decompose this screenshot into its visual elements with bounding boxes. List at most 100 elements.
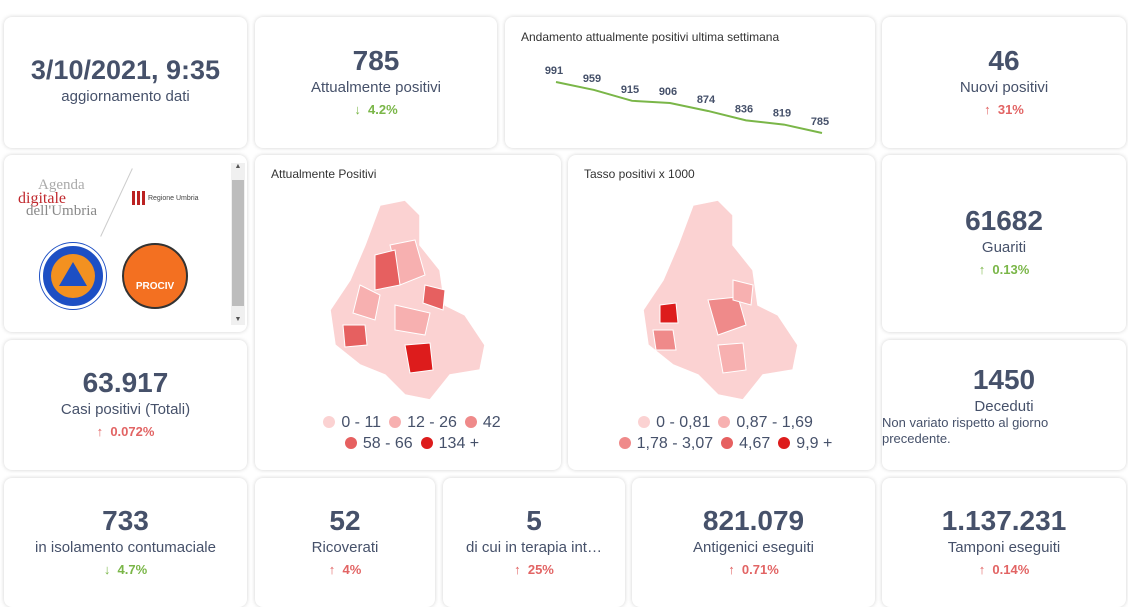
- delta-value: 0.13%: [992, 262, 1030, 277]
- legend-swatch: [389, 416, 402, 428]
- delta-value: 25%: [527, 562, 554, 577]
- trend-title: Andamento attualmente positivi ultima se…: [521, 30, 780, 44]
- delta-value: 4%: [342, 562, 362, 577]
- arrow-up-icon: ↑: [978, 262, 986, 277]
- map1-card: Attualmente Positivi 0 - 11 12 - 26 42 58 -…: [255, 155, 561, 470]
- trend-data-label: 785: [811, 116, 829, 128]
- guariti-label: Guariti: [981, 239, 1027, 256]
- trend-data-label: 819: [773, 108, 791, 120]
- delta-value: 4.7%: [117, 562, 148, 577]
- antigenici-value: 821.079: [702, 505, 805, 536]
- legend-swatch: [420, 437, 433, 449]
- ricoverati-delta: ↑ 4%: [255, 562, 435, 577]
- attualmente-label: Attualmente positivi: [310, 79, 442, 96]
- deceduti-value: 1450: [972, 364, 1036, 395]
- attualmente-card: 785 Attualmente positivi ↓ 4.2%: [255, 17, 497, 148]
- trend-data-label: 836: [735, 103, 753, 115]
- anci-prociv-logo: PROCIV: [122, 243, 188, 309]
- casi-label: Casi positivi (Totali): [60, 401, 191, 418]
- legend-swatch: [323, 416, 336, 428]
- update-label: aggiornamento dati: [61, 88, 190, 105]
- ricoverati-label: Ricoverati: [311, 539, 379, 556]
- map1-legend: 0 - 11 12 - 26 42 58 - 66 134 +: [255, 412, 561, 454]
- arrow-down-icon: ↓: [103, 562, 111, 577]
- arrow-up-icon: ↑: [96, 424, 104, 439]
- trend-data-label: 959: [583, 73, 601, 85]
- arrow-down-icon: ↓: [354, 102, 361, 117]
- deceduti-card: 1450 Deceduti Non variato rispetto al gi…: [882, 340, 1126, 470]
- isolamento-label: in isolamento contumaciale: [35, 539, 216, 556]
- protezione-civile-logo: [40, 243, 106, 309]
- terapia-value: 5: [526, 505, 542, 536]
- arrow-up-icon: ↑: [514, 562, 521, 577]
- delta-value: 0.71%: [741, 562, 779, 577]
- ricoverati-value: 52: [329, 505, 361, 536]
- antigenici-label: Antigenici eseguiti: [693, 539, 814, 556]
- terapia-card: 5 di cui in terapia int… ↑ 25%: [443, 478, 625, 607]
- nuovi-value: 46: [988, 45, 1020, 76]
- legend-label: 1,78 - 3,07: [636, 435, 714, 452]
- legend-swatch: [721, 437, 734, 449]
- delta-value: 0.072%: [110, 424, 155, 439]
- delta-value: 0.14%: [992, 562, 1030, 577]
- deceduti-note: Non variato rispetto al giorno precedent…: [882, 415, 1049, 446]
- isolamento-delta: ↓ 4.7%: [4, 562, 247, 577]
- map2-title: Tasso positivi x 1000: [584, 167, 695, 181]
- antigenici-card: 821.079 Antigenici eseguiti ↑ 0.71%: [632, 478, 875, 607]
- guariti-value: 61682: [965, 205, 1043, 236]
- delta-value: 31%: [997, 102, 1024, 117]
- legend-label: 0 - 0,81: [656, 414, 711, 431]
- legend-label: 12 - 26: [407, 414, 457, 431]
- guariti-delta: ↑ 0.13%: [882, 262, 1126, 277]
- scroll-up-icon[interactable]: ▲: [234, 163, 242, 170]
- update-card: 3/10/2021, 9:35 aggiornamento dati: [4, 17, 247, 148]
- logo-divider: [100, 168, 133, 237]
- casi-value: 63.917: [82, 367, 169, 398]
- attualmente-value: 785: [352, 45, 400, 76]
- legend-label: 4,67: [739, 435, 771, 452]
- legend-label: 0,87 - 1,69: [736, 414, 813, 431]
- legend-label: 0 - 11: [341, 414, 382, 431]
- legend-swatch: [778, 437, 791, 449]
- logos-card: Agenda digitale dell'Umbria Regione Umbr…: [4, 155, 247, 332]
- ricoverati-card: 52 Ricoverati ↑ 4%: [255, 478, 435, 607]
- trend-line: [555, 81, 823, 134]
- legend-swatch: [638, 416, 651, 428]
- antigenici-delta: ↑ 0.71%: [632, 562, 875, 577]
- tamponi-card: 1.137.231 Tamponi eseguiti ↑ 0.14%: [882, 478, 1126, 607]
- scrollbar[interactable]: ▲ ▼: [231, 163, 245, 325]
- legend-label: 9,9 +: [796, 435, 833, 452]
- casi-card: 63.917 Casi positivi (Totali) ↑ 0.072%: [4, 340, 247, 470]
- legend-swatch: [344, 437, 357, 449]
- legend-label: 134 +: [438, 435, 480, 452]
- isolamento-value: 733: [102, 505, 149, 536]
- map2-card: Tasso positivi x 1000 0 - 0,81 0,87 - 1,6…: [568, 155, 875, 470]
- nuovi-label: Nuovi positivi: [959, 79, 1049, 96]
- deceduti-label: Deceduti: [974, 398, 1034, 415]
- terapia-delta: ↑ 25%: [443, 562, 625, 577]
- umbria-map-positivi: [329, 199, 486, 401]
- tamponi-value: 1.137.231: [941, 505, 1067, 536]
- legend-label: 58 - 66: [362, 435, 413, 452]
- scrollbar-thumb[interactable]: [232, 180, 244, 306]
- guariti-card: 61682 Guariti ↑ 0.13%: [882, 155, 1126, 332]
- legend-swatch: [718, 416, 731, 428]
- arrow-up-icon: ↑: [978, 562, 986, 577]
- tamponi-delta: ↑ 0.14%: [882, 562, 1126, 577]
- trend-data-label: 991: [545, 65, 563, 77]
- trend-data-label: 915: [621, 84, 639, 96]
- nuovi-delta: ↑ 31%: [882, 102, 1126, 117]
- trend-data-label: 874: [697, 94, 716, 106]
- agenda-digitale-logo: Agenda digitale dell'Umbria: [18, 177, 98, 219]
- tamponi-label: Tamponi eseguiti: [947, 539, 1061, 556]
- arrow-up-icon: ↑: [328, 562, 336, 577]
- attualmente-delta: ↓ 4.2%: [255, 102, 497, 117]
- scroll-down-icon[interactable]: ▼: [234, 316, 242, 323]
- arrow-up-icon: ↑: [984, 102, 991, 117]
- map2-legend: 0 - 0,81 0,87 - 1,69 1,78 - 3,07 4,67 9,9 +: [568, 412, 875, 454]
- legend-swatch: [618, 437, 631, 449]
- arrow-up-icon: ↑: [728, 562, 735, 577]
- terapia-label: di cui in terapia int…: [466, 539, 602, 556]
- legend-label: 42: [482, 414, 501, 431]
- legend-swatch: [464, 416, 477, 428]
